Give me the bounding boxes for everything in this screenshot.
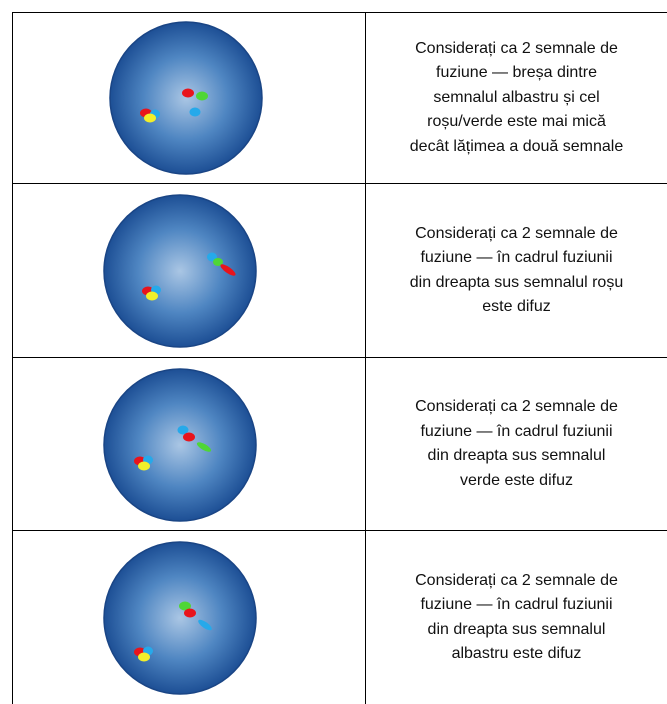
text-line: fuziune — în cadrul fuziunii <box>420 422 613 440</box>
border-top <box>12 12 667 13</box>
nucleus-3 <box>103 368 257 522</box>
text-line: fuziune — breșa dintre <box>436 64 597 82</box>
description-cell: Considerați ca 2 semnale de fuziune — bre… <box>366 13 667 183</box>
row-divider <box>12 530 667 531</box>
description-cell: Considerați ca 2 semnale de fuziune — în … <box>366 184 667 357</box>
text-line: din dreapta sus semnalul roșu <box>409 273 624 291</box>
text-line: Considerați ca 2 semnale de <box>415 398 618 415</box>
column-divider <box>365 12 366 704</box>
text-line: roșu/verde este mai mică <box>427 113 606 131</box>
nucleus-2 <box>103 194 257 348</box>
description-cell: Considerați ca 2 semnale de fuziune — în … <box>366 531 667 704</box>
row-divider <box>12 183 667 184</box>
description-cell: Considerați ca 2 semnale de fuziune — în … <box>366 358 667 530</box>
row-divider <box>12 357 667 358</box>
text-line: albastru este difuz <box>451 645 582 662</box>
text-line: Considerați ca 2 semnale de <box>415 39 618 57</box>
nucleus-4 <box>103 541 257 695</box>
text-line: din dreapta sus semnalul <box>427 620 606 638</box>
text-line: este difuz <box>482 298 551 315</box>
text-line: semnalul albastru și cel <box>433 88 600 106</box>
nucleus-1 <box>109 21 263 175</box>
text-line: verde este difuz <box>460 471 573 489</box>
border-left <box>12 12 13 704</box>
text-line: din dreapta sus semnalul <box>427 447 606 464</box>
text-line: fuziune — în cadrul fuziunii <box>420 596 613 613</box>
text-line: Considerați ca 2 semnale de <box>415 571 618 589</box>
text-line: fuziune — în cadrul fuziunii <box>420 249 613 266</box>
text-line: decât lățimea a două semnale <box>409 137 624 155</box>
text-line: Considerați ca 2 semnale de <box>415 224 618 242</box>
